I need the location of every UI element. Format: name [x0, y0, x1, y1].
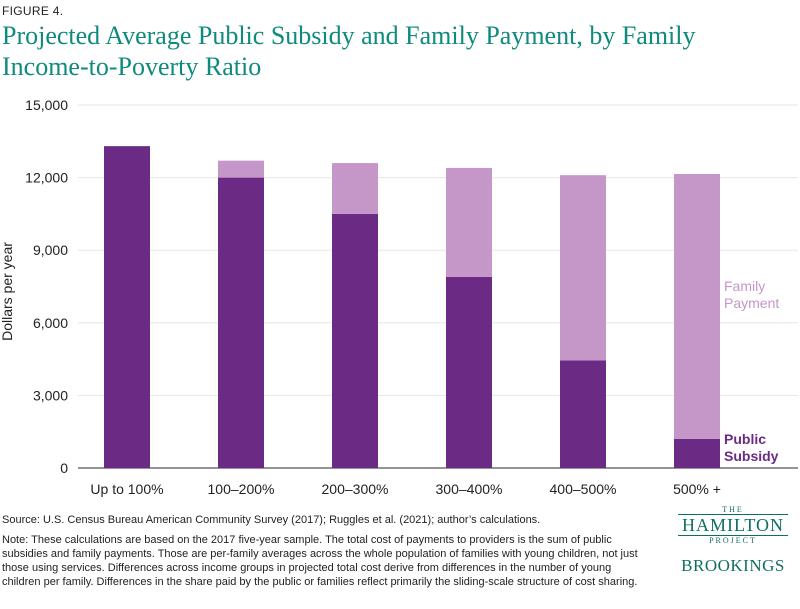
- source-note: Source: U.S. Census Bureau American Comm…: [2, 514, 541, 526]
- bar-family-payment: [674, 173, 720, 439]
- bar-family-payment: [332, 163, 378, 214]
- x-tick-label: 300–400%: [436, 481, 503, 497]
- bar-public-subsidy: [104, 146, 150, 468]
- y-tick-label: 6,000: [33, 315, 68, 331]
- x-tick-label: 100–200%: [208, 481, 275, 497]
- x-tick-label: 400–500%: [550, 481, 617, 497]
- y-axis-label: Dollars per year: [0, 242, 15, 341]
- logo-brookings: BROOKINGS: [681, 556, 785, 575]
- bar-chart: 0 3,000 6,000 9,000 12,000 15,000 Dollars per …: [0, 97, 798, 497]
- logo-hamilton: HAMILTON: [678, 514, 788, 536]
- chart-title: Projected Average Public Subsidy and Fam…: [2, 21, 696, 81]
- x-tick-label: 200–300%: [322, 481, 389, 497]
- bar-public-subsidy: [446, 276, 492, 468]
- y-tick-label: 3,000: [33, 387, 68, 403]
- x-tick-label: 500% +: [673, 481, 721, 497]
- methodology-note: Note: These calculations are based on th…: [2, 534, 638, 588]
- logo-the: THE: [722, 505, 744, 514]
- x-tick-label: Up to 100%: [90, 481, 163, 497]
- hamilton-brookings-logo: THE HAMILTON PROJECT BROOKINGS: [672, 505, 794, 576]
- bar-public-subsidy: [560, 360, 606, 468]
- y-tick-label: 15,000: [25, 97, 68, 113]
- logo-project: PROJECT: [709, 536, 757, 545]
- y-tick-label: 12,000: [25, 170, 68, 186]
- bar-family-payment: [560, 175, 606, 361]
- figure-label: FIGURE 4.: [2, 4, 64, 18]
- y-tick-label: 0: [60, 460, 68, 476]
- bar-public-subsidy: [674, 438, 720, 468]
- legend-label: Family Payment: [724, 278, 779, 311]
- bar-family-payment: [218, 160, 264, 178]
- bar-family-payment: [446, 167, 492, 277]
- y-tick-label: 9,000: [33, 242, 68, 258]
- bar-public-subsidy: [332, 213, 378, 468]
- bar-public-subsidy: [218, 177, 264, 468]
- legend-label: Public Subsidy: [724, 431, 779, 464]
